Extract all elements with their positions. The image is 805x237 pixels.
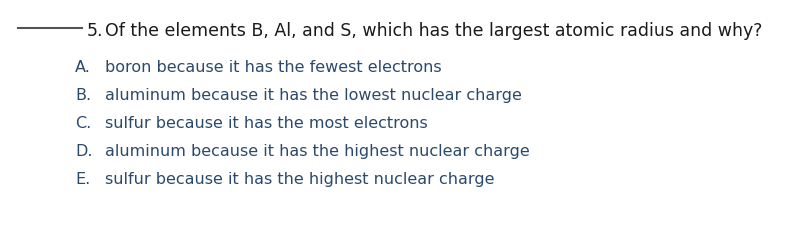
- Text: E.: E.: [75, 172, 90, 187]
- Text: Of the elements B, Al, and S, which has the largest atomic radius and why?: Of the elements B, Al, and S, which has …: [105, 22, 762, 40]
- Text: boron because it has the fewest electrons: boron because it has the fewest electron…: [105, 60, 442, 75]
- Text: aluminum because it has the highest nuclear charge: aluminum because it has the highest nucl…: [105, 144, 530, 159]
- Text: A.: A.: [75, 60, 91, 75]
- Text: D.: D.: [75, 144, 93, 159]
- Text: aluminum because it has the lowest nuclear charge: aluminum because it has the lowest nucle…: [105, 88, 522, 103]
- Text: B.: B.: [75, 88, 91, 103]
- Text: sulfur because it has the highest nuclear charge: sulfur because it has the highest nuclea…: [105, 172, 494, 187]
- Text: sulfur because it has the most electrons: sulfur because it has the most electrons: [105, 116, 427, 131]
- Text: 5.: 5.: [87, 22, 104, 40]
- Text: C.: C.: [75, 116, 91, 131]
